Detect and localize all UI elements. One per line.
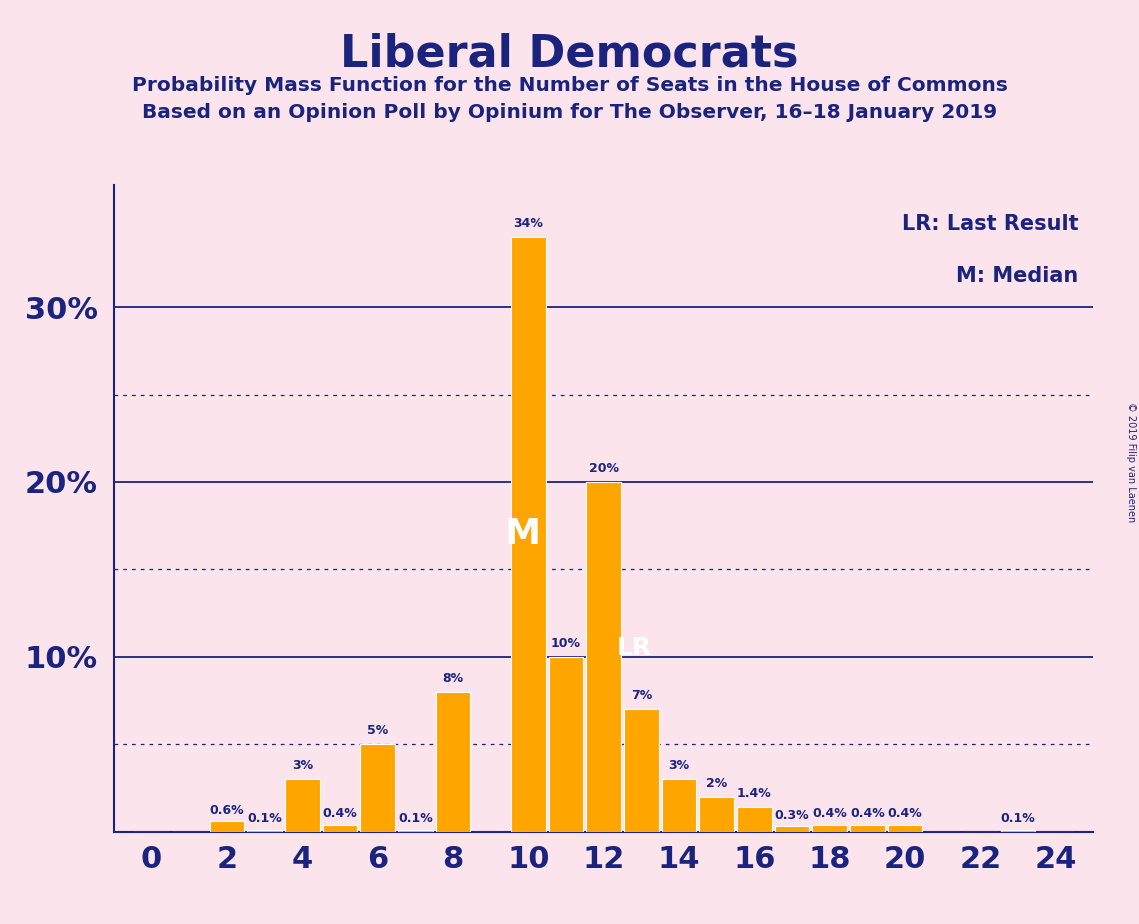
Text: M: M bbox=[505, 517, 541, 552]
Text: 7%: 7% bbox=[631, 689, 652, 702]
Bar bbox=[1001, 830, 1035, 832]
Text: 5%: 5% bbox=[367, 724, 388, 737]
Bar bbox=[699, 796, 734, 832]
Text: 20%: 20% bbox=[589, 462, 618, 475]
Text: LR: LR bbox=[617, 636, 652, 660]
Bar bbox=[322, 824, 358, 832]
Text: 0.4%: 0.4% bbox=[322, 808, 358, 821]
Bar bbox=[887, 824, 923, 832]
Text: Probability Mass Function for the Number of Seats in the House of Commons: Probability Mass Function for the Number… bbox=[132, 76, 1007, 95]
Text: LR: Last Result: LR: Last Result bbox=[902, 213, 1079, 234]
Text: 0.4%: 0.4% bbox=[850, 808, 885, 821]
Text: M: Median: M: Median bbox=[957, 266, 1079, 286]
Bar bbox=[737, 808, 772, 832]
Text: 3%: 3% bbox=[669, 760, 689, 772]
Text: 2%: 2% bbox=[706, 777, 728, 790]
Text: 1.4%: 1.4% bbox=[737, 787, 772, 800]
Bar bbox=[662, 779, 696, 832]
Bar bbox=[624, 710, 658, 832]
Bar bbox=[511, 237, 546, 832]
Bar bbox=[285, 779, 320, 832]
Text: 0.1%: 0.1% bbox=[398, 812, 433, 825]
Text: 3%: 3% bbox=[292, 760, 313, 772]
Text: 0.3%: 0.3% bbox=[775, 809, 810, 822]
Text: 0.1%: 0.1% bbox=[1001, 812, 1035, 825]
Bar bbox=[549, 657, 583, 832]
Text: 0.1%: 0.1% bbox=[247, 812, 282, 825]
Bar bbox=[775, 826, 810, 832]
Bar bbox=[812, 824, 847, 832]
Text: 0.4%: 0.4% bbox=[812, 808, 847, 821]
Text: © 2019 Filip van Laenen: © 2019 Filip van Laenen bbox=[1126, 402, 1136, 522]
Bar bbox=[587, 482, 621, 832]
Text: 0.6%: 0.6% bbox=[210, 804, 244, 817]
Text: Liberal Democrats: Liberal Democrats bbox=[341, 32, 798, 76]
Text: Based on an Opinion Poll by Opinium for The Observer, 16–18 January 2019: Based on an Opinion Poll by Opinium for … bbox=[142, 103, 997, 123]
Bar bbox=[360, 744, 395, 832]
Text: 34%: 34% bbox=[514, 217, 543, 230]
Bar bbox=[850, 824, 885, 832]
Text: 8%: 8% bbox=[442, 672, 464, 685]
Bar bbox=[247, 830, 282, 832]
Text: 0.4%: 0.4% bbox=[887, 808, 923, 821]
Text: 10%: 10% bbox=[551, 637, 581, 650]
Bar bbox=[435, 692, 470, 832]
Bar bbox=[210, 821, 244, 832]
Bar bbox=[398, 830, 433, 832]
